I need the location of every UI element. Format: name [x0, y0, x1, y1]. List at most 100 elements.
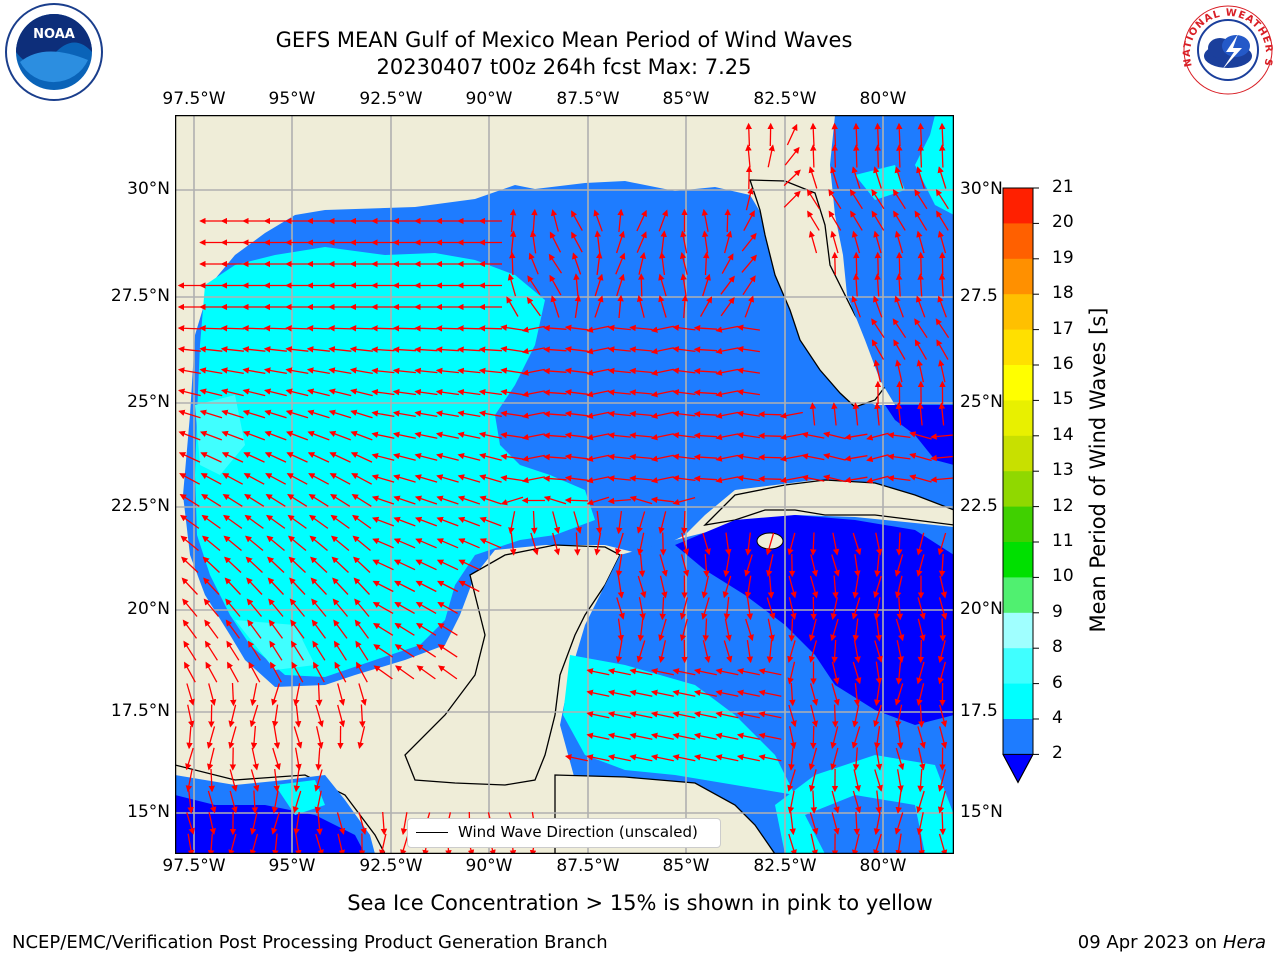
sea-ice-note: Sea Ice Concentration > 15% is shown in … — [347, 891, 933, 915]
wind-wave-arrow — [273, 769, 280, 793]
wind-wave-arrow — [939, 144, 946, 168]
wind-wave-arrow — [248, 661, 261, 683]
wind-wave-arrow — [179, 494, 200, 507]
wind-wave-arrow — [736, 711, 760, 719]
wind-wave-arrow — [801, 431, 825, 439]
lat-label-right: 20°N — [960, 599, 1003, 619]
wind-wave-arrow — [564, 497, 589, 504]
wind-wave-arrow — [767, 618, 775, 642]
wind-wave-arrow — [887, 453, 911, 460]
colorbar-segment — [1003, 188, 1033, 224]
wind-wave-arrow — [187, 704, 195, 728]
wind-wave-arrow — [693, 410, 718, 418]
wind-wave-arrow — [328, 367, 352, 375]
wind-wave-arrow — [873, 359, 882, 383]
map-title: GEFS MEAN Gulf of Mexico Mean Period of … — [275, 28, 853, 52]
wind-wave-arrow — [701, 230, 709, 254]
wind-wave-arrow — [246, 577, 263, 595]
wind-wave-arrow — [243, 473, 265, 485]
wind-wave-arrow — [435, 346, 460, 353]
lon-label-top: 97.5°W — [162, 89, 226, 109]
wind-wave-arrow — [414, 474, 438, 483]
wind-wave-arrow — [746, 640, 754, 664]
wind-wave-arrow — [937, 769, 947, 792]
wind-wave-arrow — [939, 575, 947, 599]
wind-wave-arrow — [672, 453, 696, 460]
wind-wave-arrow — [693, 754, 717, 762]
wind-wave-arrow — [178, 452, 201, 463]
wind-wave-arrow — [672, 711, 696, 719]
wind-wave-arrow — [917, 122, 924, 147]
wind-wave-arrow — [564, 346, 588, 353]
wind-wave-arrow — [918, 704, 925, 728]
wind-wave-arrow — [394, 601, 415, 614]
lon-label-top: 80°W — [859, 89, 907, 109]
wind-wave-arrow — [722, 575, 732, 599]
wind-wave-arrow — [415, 538, 437, 549]
wind-wave-arrow — [831, 144, 839, 168]
lat-label-right: 25°N — [960, 392, 1003, 412]
wind-wave-arrow — [681, 294, 689, 319]
wind-wave-arrow — [184, 661, 196, 683]
wind-wave-arrow — [350, 388, 373, 397]
wind-wave-arrow — [758, 432, 782, 440]
wind-wave-arrow — [330, 535, 350, 552]
lon-label-bottom: 97.5°W — [162, 856, 226, 876]
lon-label-top: 92.5°W — [359, 89, 423, 109]
wind-wave-arrow — [179, 473, 201, 485]
wind-wave-arrow — [392, 367, 416, 375]
wind-wave-arrow — [617, 618, 625, 642]
wind-wave-arrow — [354, 598, 370, 617]
wind-wave-arrow — [617, 294, 624, 319]
wind-wave-arrow — [229, 769, 238, 792]
machine-name: Hera — [1222, 932, 1266, 953]
wind-wave-arrow — [392, 431, 416, 439]
wind-wave-arrow — [720, 275, 735, 295]
wind-wave-arrow — [679, 252, 688, 275]
colorbar-segment — [1003, 719, 1033, 755]
wind-wave-arrow — [917, 273, 924, 297]
colorbar-extend-arrow — [1002, 753, 1034, 784]
wind-wave-arrow — [895, 618, 905, 642]
wind-wave-arrow — [316, 682, 323, 707]
wind-wave-arrow — [744, 295, 755, 318]
wind-wave-arrow — [758, 411, 782, 418]
wind-wave-arrow — [607, 711, 631, 719]
wind-wave-arrow — [873, 704, 882, 728]
wind-wave-arrow — [478, 367, 502, 375]
wind-wave-arrow — [766, 640, 774, 664]
wind-wave-arrow — [285, 388, 309, 397]
wind-wave-arrow — [264, 388, 287, 397]
wind-wave-arrow — [852, 575, 859, 599]
wind-wave-arrow — [758, 711, 782, 719]
colorbar-segment — [1003, 223, 1033, 260]
wind-wave-arrow — [543, 324, 567, 332]
wind-wave-arrow — [887, 475, 911, 482]
wind-wave-arrow — [853, 683, 861, 707]
wind-wave-arrow — [527, 275, 541, 296]
wind-wave-arrow — [393, 559, 416, 571]
wind-wave-arrow — [894, 166, 904, 189]
colorbar-segment — [1003, 577, 1033, 614]
wind-wave-arrow — [779, 411, 803, 419]
wind-wave-arrow — [650, 668, 674, 676]
wind-wave-arrow — [552, 511, 561, 534]
wind-wave-arrow — [571, 231, 583, 253]
wind-wave-arrow — [939, 704, 948, 728]
wind-wave-arrow — [672, 475, 696, 482]
wind-wave-arrow — [220, 367, 244, 375]
wind-wave-arrow — [607, 410, 631, 418]
wind-wave-arrow — [414, 431, 438, 439]
lon-label-bottom: 90°W — [465, 856, 513, 876]
colorbar-tick-label: 2 — [1052, 743, 1063, 764]
wind-wave-arrow — [352, 535, 371, 552]
wind-wave-arrow — [221, 452, 244, 463]
wind-wave-arrow — [866, 432, 889, 441]
wind-wave-arrow — [723, 640, 733, 663]
wind-wave-arrow — [414, 367, 438, 375]
wind-wave-arrow — [679, 597, 688, 620]
wind-wave-arrow — [586, 390, 610, 398]
wind-wave-arrow — [393, 538, 416, 549]
wind-wave-arrow — [311, 598, 327, 617]
wind-wave-arrow — [658, 640, 667, 663]
